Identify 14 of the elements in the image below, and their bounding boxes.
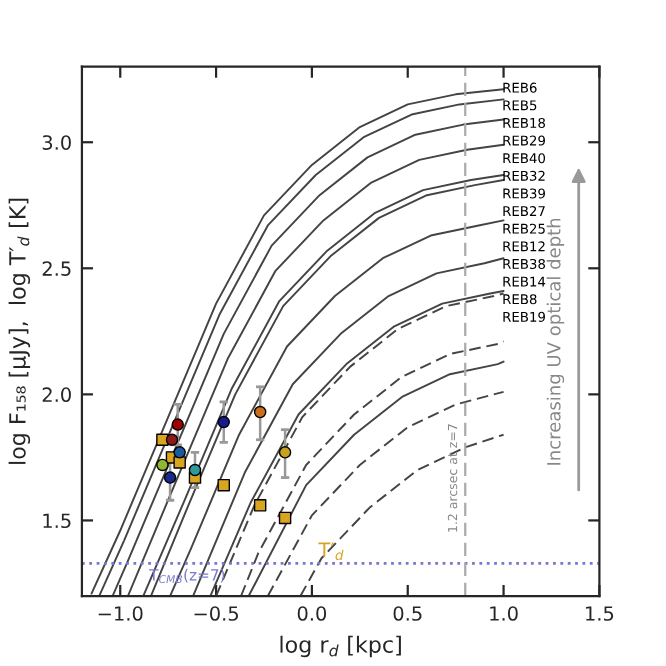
x-tick-label: 1.0 — [490, 606, 518, 621]
annotation: Increasing UV optical depth — [546, 218, 565, 465]
y-tick-label: 2.0 — [42, 387, 71, 403]
series-label: T′$_{d}$ — [318, 542, 344, 561]
y-axis-title: log F₁₅₈ [μJy], log T′$_{d}$ [K] — [8, 198, 31, 464]
x-axis-title: log r$_{d}$ [kpc] — [280, 635, 401, 658]
x-tick-label: −1.0 — [98, 606, 143, 621]
y-tick-label: 2.5 — [42, 261, 71, 276]
y-tick-label: 1.5 — [43, 513, 71, 529]
x-tick-label: −0.5 — [194, 606, 238, 621]
x-tick-label: 1.5 — [586, 606, 614, 621]
x-tick-label: 0.5 — [393, 606, 422, 621]
y-tick-label: 3.0 — [42, 135, 71, 150]
x-tick-label: 0.0 — [297, 606, 327, 621]
